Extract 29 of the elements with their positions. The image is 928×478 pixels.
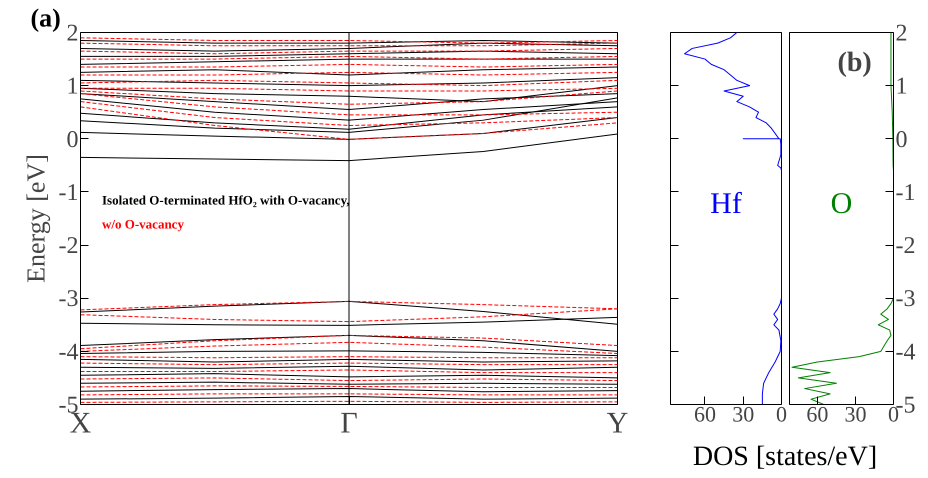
y-tick-label: -4 <box>896 339 916 366</box>
x-axis-title: DOS [states/eV] <box>692 441 878 472</box>
y-tick-label: 1 <box>66 74 78 100</box>
y-tick-label: 2 <box>66 20 78 46</box>
x-tick-label: 60 <box>694 402 716 426</box>
text: w/o O-vacancy <box>102 216 184 232</box>
y-tick-label: -3 <box>896 286 916 312</box>
x-tick-label: 30 <box>732 402 754 426</box>
y-axis-title: Energy [eV] <box>22 154 51 283</box>
y-tick-label: -1 <box>896 180 916 206</box>
text: (b) <box>838 47 872 78</box>
x-tick-label: Γ <box>340 406 358 440</box>
y-tick-label: 2 <box>896 20 908 46</box>
y-tick-label: 1 <box>896 74 908 100</box>
x-tick-label: 0 <box>776 402 787 426</box>
x-tick-label: 60 <box>806 402 828 426</box>
x-tick-label: Y <box>606 406 628 440</box>
series-label: O <box>830 187 852 220</box>
y-tick-label: -2 <box>896 233 916 260</box>
y-tick-label: -3 <box>58 286 79 312</box>
text: Isolated O-terminated HfO₂ with O-vacancy, <box>102 192 350 208</box>
y-tick-label: 0 <box>66 126 78 153</box>
y-tick-label: -1 <box>58 180 79 206</box>
y-tick-label: -4 <box>58 339 79 366</box>
series-label: Hf <box>710 187 742 220</box>
chart-title: (a) <box>30 4 61 32</box>
x-tick-label: 30 <box>844 402 866 426</box>
y-tick-label: -2 <box>58 233 79 260</box>
y-tick-label: 0 <box>896 126 908 153</box>
